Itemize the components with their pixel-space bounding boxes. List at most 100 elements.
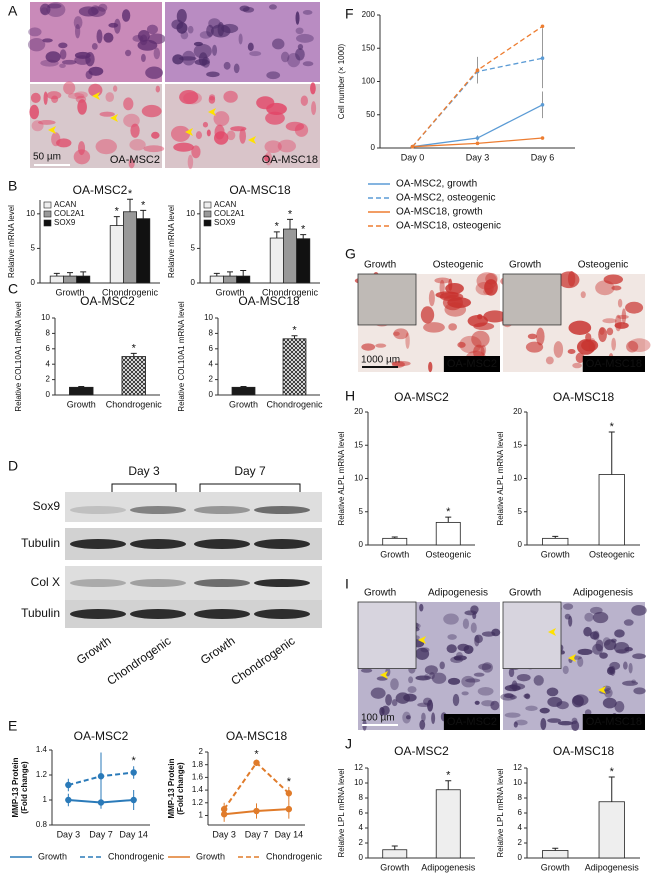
point <box>410 144 415 149</box>
y-axis-label: Relative LPL mRNA level <box>337 768 346 857</box>
point <box>540 102 545 107</box>
cell <box>593 630 600 641</box>
cell <box>59 49 67 60</box>
y-tick-label: 10 <box>204 313 213 322</box>
scale-label: 50 µm <box>33 152 61 163</box>
bar <box>269 237 284 284</box>
cell <box>622 680 639 686</box>
legend-swatch <box>203 210 212 218</box>
blot-band <box>70 579 126 587</box>
y-tick-label: 2 <box>518 838 523 847</box>
cell <box>125 49 132 57</box>
arrow <box>92 92 100 100</box>
significance: * <box>288 208 293 220</box>
cell <box>575 352 585 364</box>
cell <box>504 693 514 699</box>
cell <box>265 111 285 125</box>
cell <box>477 687 494 696</box>
panel-letter: B <box>8 178 17 194</box>
y-tick-label: 10 <box>354 778 363 787</box>
cell <box>461 675 476 688</box>
panel-letter: D <box>8 458 18 474</box>
point <box>540 136 545 140</box>
cell <box>73 149 91 165</box>
chart-title: OA-MSC2 <box>394 390 449 404</box>
cell <box>431 712 436 725</box>
inset <box>357 601 417 669</box>
y-tick-label: 5 <box>191 244 196 253</box>
cell <box>46 91 62 100</box>
cell <box>310 82 316 95</box>
arrow <box>548 628 556 636</box>
arrow <box>418 636 426 644</box>
cell <box>99 111 115 117</box>
cell <box>623 661 628 670</box>
cell <box>28 27 42 37</box>
label-box <box>443 356 500 372</box>
point <box>540 56 545 61</box>
cell <box>223 90 238 103</box>
cell <box>176 9 187 24</box>
blot-band <box>254 539 310 549</box>
error-bar <box>552 535 559 539</box>
cell <box>447 677 461 685</box>
y-tick-label: 200 <box>362 10 376 19</box>
error-bar <box>80 271 87 277</box>
cell <box>540 717 547 731</box>
cell <box>448 323 457 331</box>
sample-label: OA-MSC18 <box>586 716 642 728</box>
cell <box>202 121 209 128</box>
line <box>412 25 543 148</box>
y-axis-label: Cell number (× 1000) <box>337 43 346 119</box>
y-axis-label: Relative LPL mRNA level <box>496 768 505 857</box>
chart-title: OA-MSC2 <box>80 294 135 308</box>
cell <box>471 330 490 348</box>
chart-title: OA-MSC18 <box>553 390 615 404</box>
inset <box>502 273 562 326</box>
cell <box>516 673 531 682</box>
point <box>253 759 260 766</box>
cell <box>393 328 409 340</box>
cell <box>557 720 574 726</box>
cell <box>173 142 194 152</box>
cell <box>461 691 469 696</box>
cell <box>514 719 528 726</box>
error-bar <box>291 335 298 339</box>
y-tick-label: 0 <box>518 540 523 549</box>
legend-label: Chondrogenic <box>108 851 165 861</box>
y-tick-label: 6 <box>46 344 51 353</box>
cell <box>45 51 61 63</box>
sample-label: OA-MSC2 <box>447 358 497 370</box>
cell <box>195 131 203 140</box>
cell <box>242 6 255 13</box>
cell <box>29 104 40 120</box>
cell <box>599 652 608 659</box>
cell <box>446 644 457 653</box>
cell <box>457 341 466 348</box>
cell <box>77 99 87 115</box>
cell <box>473 344 485 360</box>
y-tick-label: 10 <box>26 209 35 218</box>
cell <box>511 680 518 692</box>
cell <box>151 131 160 139</box>
blot-band <box>194 539 250 549</box>
cell <box>375 343 387 348</box>
cell <box>415 675 431 681</box>
cell <box>472 612 477 620</box>
arrow <box>380 671 388 679</box>
cell <box>238 33 243 45</box>
y-tick-label: 6 <box>518 808 523 817</box>
error-bar <box>67 272 73 277</box>
bar <box>236 275 251 284</box>
x-tick-label: Growth <box>55 287 84 297</box>
y-tick-label: 10 <box>186 209 195 218</box>
condition-label: Adipogenesis <box>428 588 488 599</box>
bar <box>382 849 408 859</box>
cell <box>553 341 564 358</box>
cell <box>562 665 569 675</box>
cell <box>483 310 507 323</box>
cell <box>539 707 550 714</box>
sample-label: OA-MSC18 <box>262 154 318 166</box>
panel-letter: E <box>8 718 17 734</box>
y-tick-label: 8 <box>209 329 214 338</box>
